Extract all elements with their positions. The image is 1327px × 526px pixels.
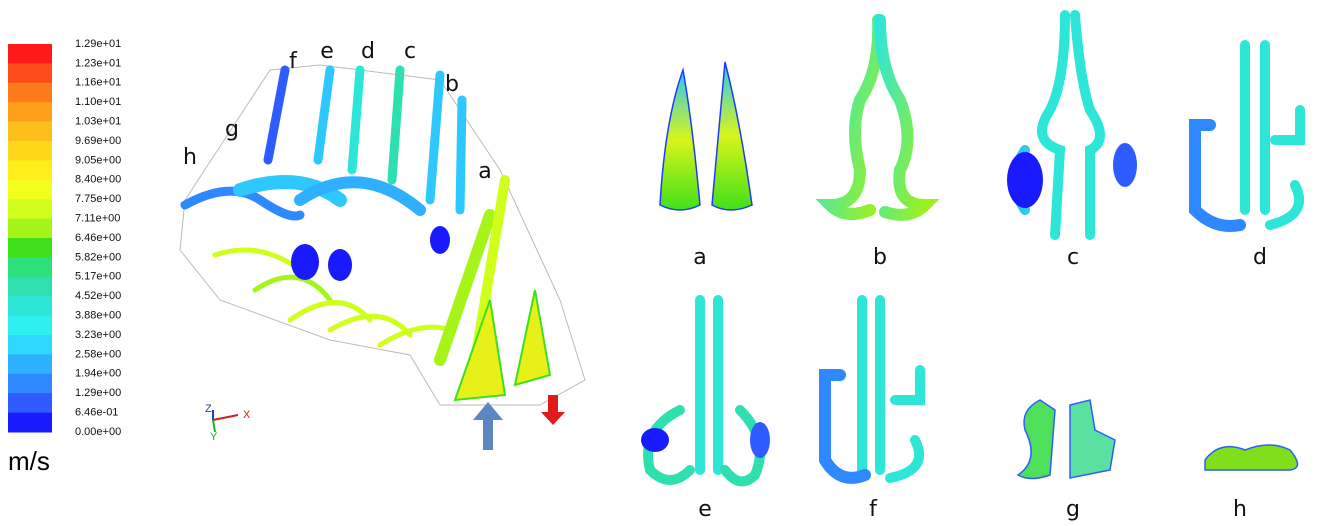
section-label: f	[869, 497, 878, 522]
colorbar-band	[8, 354, 52, 375]
colorbar-band	[8, 218, 52, 239]
colorbar-label: 1.29e+00	[75, 387, 121, 399]
colorbar-band	[8, 63, 52, 84]
section-label: d	[1253, 245, 1267, 270]
axis-label: Y	[210, 431, 218, 443]
colorbar-label: 2.58e+00	[75, 348, 121, 360]
section-labels: a b c d e f g h	[693, 245, 1267, 522]
colorbar-label: 7.11e+00	[75, 213, 120, 225]
colorbar-band	[8, 160, 52, 181]
section-label: g	[1066, 497, 1080, 522]
section-label: b	[873, 245, 887, 270]
3d-view	[179, 64, 586, 450]
colorbar-label: 4.52e+00	[75, 290, 121, 302]
view-label: c	[404, 39, 416, 64]
colorbar-band	[8, 44, 52, 64]
colorbar-band	[8, 102, 52, 123]
colorbar-band	[8, 257, 52, 278]
view-label: h	[183, 145, 197, 170]
view-label: b	[445, 72, 459, 97]
colorbar-label: 5.82e+00	[75, 251, 121, 263]
colorbar-band	[8, 296, 52, 317]
colorbar-label: 6.46e+00	[75, 232, 121, 244]
colorbar: 1.29e+01 1.23e+01 1.16e+01 1.10e+01 1.03e+01…	[8, 38, 121, 438]
section-label: c	[1067, 245, 1079, 270]
view-label: a	[478, 159, 491, 184]
colorbar-label: 6.46e-01	[75, 407, 118, 419]
section-label: e	[698, 497, 712, 522]
colorbar-label: 5.17e+00	[75, 271, 121, 283]
colorbar-band	[8, 82, 52, 103]
view-label: d	[361, 39, 375, 64]
colorbar-band	[8, 335, 52, 355]
colorbar-band	[8, 315, 52, 336]
colorbar-label: 3.23e+00	[75, 329, 121, 341]
axis-label: Z	[205, 403, 212, 415]
colorbar-band	[8, 412, 52, 433]
colorbar-label: 1.16e+01	[75, 77, 121, 89]
colorbar-band	[8, 141, 52, 161]
colorbar-band	[8, 393, 52, 414]
sections	[641, 10, 1305, 487]
colorbar-label: 9.05e+00	[75, 154, 121, 166]
colorbar-label: 7.75e+00	[75, 193, 121, 205]
colorbar-band	[8, 121, 52, 142]
colorbar-band	[8, 199, 52, 220]
view-label: e	[320, 39, 334, 64]
section-label: h	[1233, 497, 1247, 522]
colorbar-label: 1.29e+01	[75, 38, 121, 50]
colorbar-label: 3.88e+00	[75, 310, 121, 322]
colorbar-label: 0.00e+00	[75, 426, 121, 438]
colorbar-band	[8, 276, 52, 297]
colorbar-label: 1.23e+01	[75, 57, 121, 69]
colorbar-label: 8.40e+00	[75, 174, 121, 186]
unit-label: m/s	[8, 446, 50, 476]
colorbar-band	[8, 179, 52, 200]
3d-labels: a b c d ef g h Z Y X	[183, 39, 492, 443]
colorbar-label: 1.03e+01	[75, 116, 121, 128]
view-label: f	[289, 49, 298, 74]
colorbar-band	[8, 238, 52, 258]
colorbar-band	[8, 373, 52, 394]
section-label: a	[693, 245, 706, 270]
colorbar-label: 9.69e+00	[75, 135, 121, 147]
view-label: g	[225, 117, 239, 142]
axis-label: X	[243, 409, 251, 421]
colorbar-label: 1.10e+01	[75, 96, 121, 108]
colorbar-label: 1.94e+00	[75, 368, 121, 380]
